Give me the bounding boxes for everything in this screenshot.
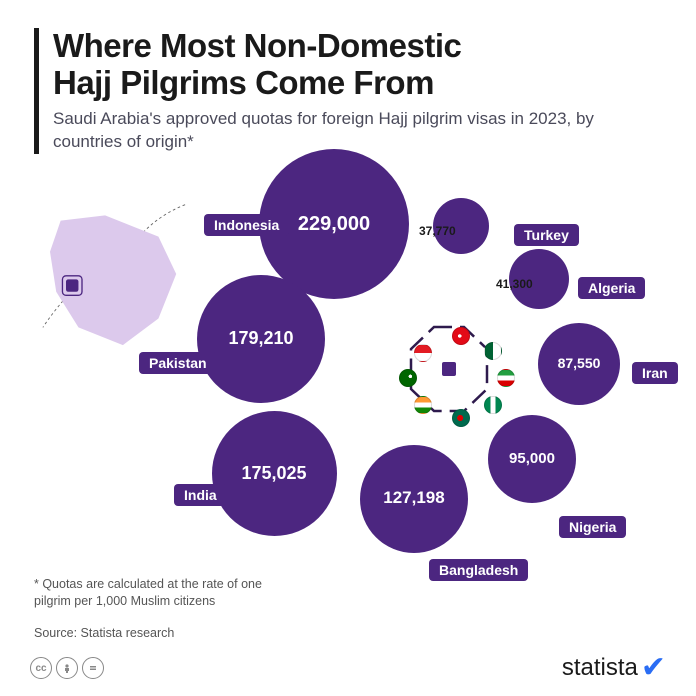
footer-row: cc statista✔ [30, 654, 666, 682]
bubble-iran: 87,550 [538, 323, 620, 405]
country-label-bangladesh: Bangladesh [429, 559, 528, 581]
bubble-value-outside: 41,300 [496, 277, 533, 291]
subtitle: Saudi Arabia's approved quotas for forei… [53, 108, 662, 154]
cc-by-icon [56, 657, 78, 679]
bubble-india: 175,025 [212, 411, 337, 536]
title-line-1: Where Most Non-Domestic [53, 27, 461, 64]
pakistan-flag-icon [399, 369, 417, 387]
bubble-nigeria: 95,000 [488, 415, 576, 503]
statista-logo: statista✔ [562, 654, 666, 682]
country-label-indonesia: Indonesia [204, 214, 289, 236]
kaaba-center-icon [442, 362, 456, 376]
bubble-chart: 229,000 Indonesia 179,210 Pakistan 175,025 In… [34, 164, 662, 574]
source-line: Source: Statista research [34, 626, 174, 640]
page-title: Where Most Non-Domestic Hajj Pilgrims Co… [53, 28, 662, 102]
bubble-value-outside: 37,770 [419, 224, 456, 238]
bubble-bangladesh: 127,198 [360, 445, 468, 553]
saudi-map-icon [24, 194, 204, 354]
footnote: * Quotas are calculated at the rate of o… [34, 576, 294, 610]
bangladesh-flag-icon [452, 409, 470, 427]
bubble-value: 127,198 [383, 489, 444, 508]
country-label-nigeria: Nigeria [559, 516, 626, 538]
iran-flag-icon [497, 369, 515, 387]
indonesia-flag-icon [414, 344, 432, 362]
bubble-value: 229,000 [298, 213, 370, 235]
country-label-pakistan: Pakistan [139, 352, 217, 374]
bubble-value: 95,000 [509, 451, 555, 468]
country-label-india: India [174, 484, 227, 506]
turkey-flag-icon [452, 327, 470, 345]
title-block: Where Most Non-Domestic Hajj Pilgrims Co… [34, 28, 662, 154]
bubble-value: 179,210 [228, 329, 293, 349]
cc-license-icons: cc [30, 657, 104, 679]
bubble-value: 175,025 [241, 464, 306, 484]
title-line-2: Hajj Pilgrims Come From [53, 64, 434, 101]
algeria-flag-icon [484, 342, 502, 360]
infographic-container: Where Most Non-Domestic Hajj Pilgrims Co… [0, 0, 696, 696]
country-label-algeria: Algeria [578, 277, 645, 299]
country-label-iran: Iran [632, 362, 678, 384]
india-flag-icon [414, 396, 432, 414]
cc-nd-icon [82, 657, 104, 679]
bubble-value: 87,550 [558, 356, 601, 371]
nigeria-flag-icon [484, 396, 502, 414]
country-label-turkey: Turkey [514, 224, 579, 246]
cc-icon: cc [30, 657, 52, 679]
bubble-pakistan: 179,210 [197, 275, 325, 403]
